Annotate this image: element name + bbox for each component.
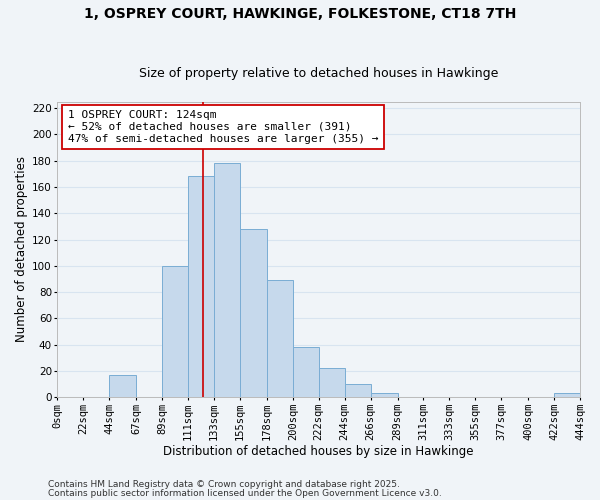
X-axis label: Distribution of detached houses by size in Hawkinge: Distribution of detached houses by size …: [163, 444, 474, 458]
Text: Contains public sector information licensed under the Open Government Licence v3: Contains public sector information licen…: [48, 489, 442, 498]
Bar: [344, 384, 371, 398]
Bar: [293, 348, 319, 398]
Bar: [162, 266, 188, 398]
Text: 1, OSPREY COURT, HAWKINGE, FOLKESTONE, CT18 7TH: 1, OSPREY COURT, HAWKINGE, FOLKESTONE, C…: [84, 8, 516, 22]
Bar: [188, 176, 214, 398]
Bar: [371, 394, 398, 398]
Bar: [319, 368, 344, 398]
Text: 1 OSPREY COURT: 124sqm
← 52% of detached houses are smaller (391)
47% of semi-de: 1 OSPREY COURT: 124sqm ← 52% of detached…: [68, 110, 379, 144]
Text: Contains HM Land Registry data © Crown copyright and database right 2025.: Contains HM Land Registry data © Crown c…: [48, 480, 400, 489]
Bar: [240, 229, 267, 398]
Bar: [267, 280, 293, 398]
Bar: [554, 394, 580, 398]
Y-axis label: Number of detached properties: Number of detached properties: [15, 156, 28, 342]
Bar: [214, 164, 240, 398]
Title: Size of property relative to detached houses in Hawkinge: Size of property relative to detached ho…: [139, 66, 499, 80]
Bar: [109, 375, 136, 398]
